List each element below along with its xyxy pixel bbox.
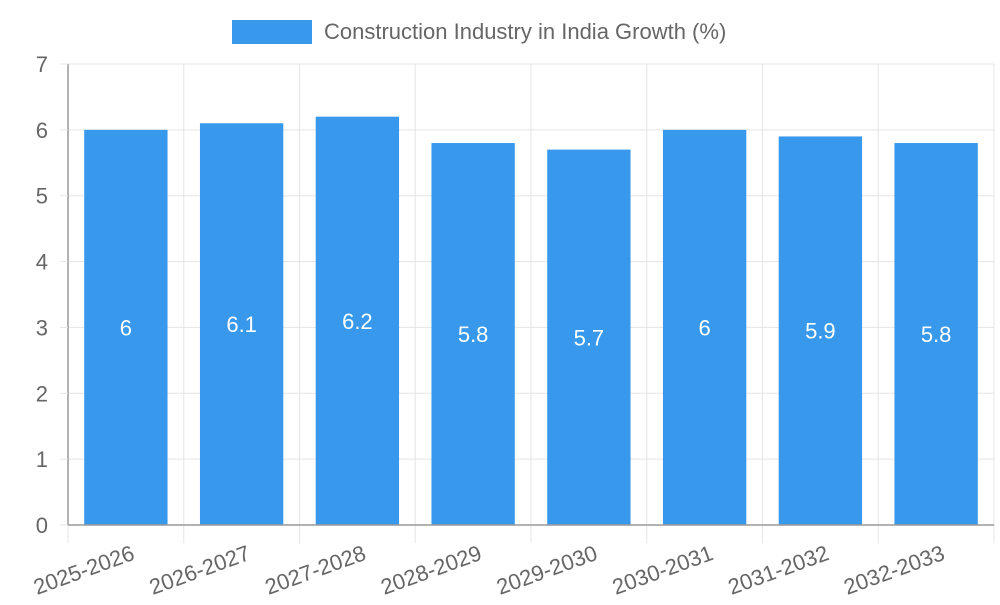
data-label: 6.1 xyxy=(226,312,257,337)
x-tick-label: 2031-2032 xyxy=(725,540,832,599)
bar[interactable] xyxy=(315,116,400,525)
data-labels: 6 6.1 6.2 5.8 5.7 6 5.9 5.8 xyxy=(120,309,952,350)
bar[interactable] xyxy=(84,129,168,525)
bar[interactable] xyxy=(894,143,978,525)
y-tick-label: 6 xyxy=(36,118,48,143)
data-label: 5.7 xyxy=(574,325,605,350)
x-tick-label: 2028-2029 xyxy=(377,540,484,599)
x-tick-label: 2030-2031 xyxy=(609,540,716,599)
y-tick-label: 0 xyxy=(36,513,48,538)
data-label: 6 xyxy=(120,315,132,340)
x-tick-label: 2032-2033 xyxy=(840,540,947,599)
data-label: 6 xyxy=(699,315,711,340)
data-label: 6.2 xyxy=(342,309,373,334)
data-label: 5.8 xyxy=(458,322,489,347)
bar[interactable] xyxy=(662,129,747,525)
legend-label[interactable]: Construction Industry in India Growth (%… xyxy=(324,19,726,44)
legend[interactable]: Construction Industry in India Growth (%… xyxy=(232,19,726,44)
bar[interactable] xyxy=(547,149,631,525)
bar[interactable] xyxy=(199,123,284,526)
y-tick-label: 1 xyxy=(36,447,48,472)
x-tick-label: 2026-2027 xyxy=(146,540,253,599)
data-label: 5.8 xyxy=(921,322,952,347)
x-tick-label: 2025-2026 xyxy=(30,540,137,599)
axes xyxy=(67,64,994,526)
y-tick-label: 3 xyxy=(36,315,48,340)
bar[interactable] xyxy=(431,143,515,525)
x-axis-ticks: 2025-2026 2026-2027 2027-2028 2028-2029 2029… xyxy=(30,540,948,599)
x-tick-label: 2029-2030 xyxy=(493,540,600,599)
legend-swatch[interactable] xyxy=(232,20,312,44)
y-tick-label: 4 xyxy=(36,250,48,275)
y-tick-label: 7 xyxy=(36,52,48,77)
y-tick-label: 2 xyxy=(36,381,48,406)
y-tick-label: 5 xyxy=(36,184,48,209)
x-tick-label: 2027-2028 xyxy=(262,540,369,599)
bars xyxy=(84,116,978,526)
data-label: 5.9 xyxy=(805,319,836,344)
y-axis-ticks: 0 1 2 3 4 5 6 7 xyxy=(36,52,68,538)
bar[interactable] xyxy=(778,136,863,525)
